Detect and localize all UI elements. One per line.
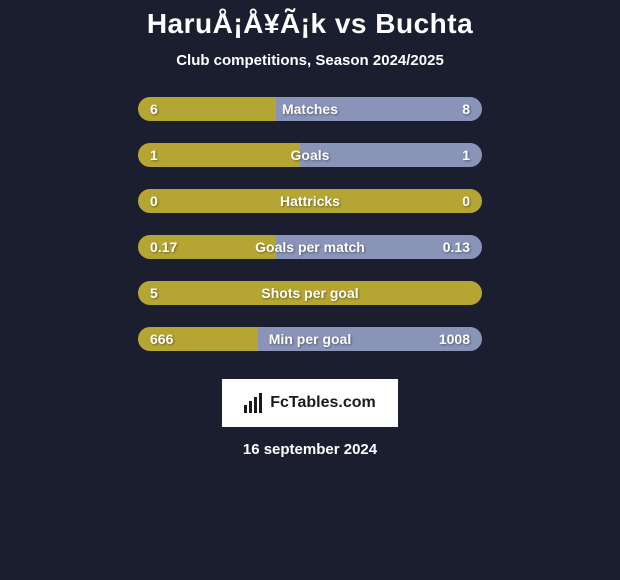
stat-value-left: 6 <box>150 101 158 117</box>
comparison-title: HaruÅ¡Å¥Ã¡k vs Buchta <box>147 8 473 40</box>
stat-label: Matches <box>282 101 338 117</box>
stat-row: 0 Hattricks 0 <box>138 189 482 213</box>
stat-row: 666 Min per goal 1008 <box>138 327 482 351</box>
stat-bar: 666 Min per goal 1008 <box>138 327 482 351</box>
stat-label: Shots per goal <box>261 285 358 301</box>
stat-row: 1 Goals 1 <box>138 143 482 167</box>
stat-bar: 0.17 Goals per match 0.13 <box>138 235 482 259</box>
stat-label: Hattricks <box>280 193 340 209</box>
stat-row: 0.17 Goals per match 0.13 <box>138 235 482 259</box>
stat-row: 6 Matches 8 <box>138 97 482 121</box>
stat-bar-left <box>138 143 300 167</box>
stat-value-left: 0 <box>150 193 158 209</box>
stat-value-left: 0.17 <box>150 239 177 255</box>
stats-container: 6 Matches 8 1 Goals 1 0 Hattricks 0 0.17 Goals per… <box>138 97 482 373</box>
stat-value-right: 0 <box>462 193 470 209</box>
stat-bar-left <box>138 97 276 121</box>
stat-value-right: 1 <box>462 147 470 163</box>
stat-value-left: 666 <box>150 331 173 347</box>
stat-value-right: 8 <box>462 101 470 117</box>
logo-content: FcTables.com <box>244 393 376 413</box>
comparison-subtitle: Club competitions, Season 2024/2025 <box>176 52 444 69</box>
footer-date: 16 september 2024 <box>243 441 377 458</box>
chart-icon <box>244 393 264 413</box>
stat-label: Min per goal <box>269 331 351 347</box>
stat-bar: 6 Matches 8 <box>138 97 482 121</box>
stat-value-left: 5 <box>150 285 158 301</box>
stat-value-left: 1 <box>150 147 158 163</box>
stat-bar: 1 Goals 1 <box>138 143 482 167</box>
stat-value-right: 1008 <box>439 331 470 347</box>
stat-bar: 0 Hattricks 0 <box>138 189 482 213</box>
logo-text: FcTables.com <box>270 394 376 412</box>
stat-value-right: 0.13 <box>443 239 470 255</box>
stat-label: Goals per match <box>255 239 365 255</box>
footer-logo[interactable]: FcTables.com <box>222 379 398 427</box>
stat-label: Goals <box>291 147 330 163</box>
stat-row: 5 Shots per goal <box>138 281 482 305</box>
stat-bar: 5 Shots per goal <box>138 281 482 305</box>
